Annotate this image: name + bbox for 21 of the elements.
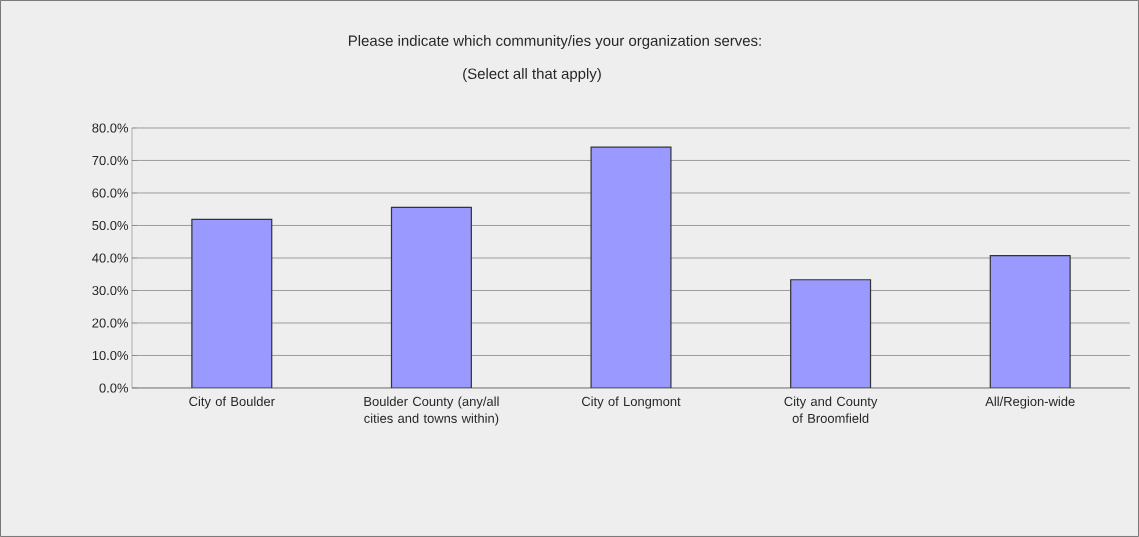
y-tick-label: 20.0% bbox=[92, 318, 129, 328]
y-tick-label: 10.0% bbox=[92, 350, 129, 361]
y-tick-label: 50.0% bbox=[92, 220, 129, 231]
chart-title: Please indicate which community/ies your organization serves: bbox=[348, 35, 761, 49]
chart-subtitle: (Select all that apply) bbox=[463, 68, 601, 82]
y-tick-label: 70.0% bbox=[92, 155, 129, 166]
x-tick-label: All/Region-wide bbox=[985, 396, 1075, 409]
y-tick-label: 0.0% bbox=[99, 383, 129, 393]
bar bbox=[790, 279, 872, 388]
y-tick-label: 30.0% bbox=[92, 285, 129, 296]
y-tick-label: 40.0% bbox=[92, 253, 129, 263]
bar bbox=[191, 218, 273, 388]
x-tick-label: City of Boulder bbox=[189, 396, 275, 409]
x-tick-label: City of Longmont bbox=[581, 396, 681, 409]
bar bbox=[989, 255, 1071, 388]
x-tick-label: Boulder County (any/all cities and towns within) bbox=[364, 396, 499, 426]
x-tick-label: City and County of Broomfield bbox=[784, 396, 878, 423]
bar bbox=[390, 206, 472, 388]
y-tick-label: 60.0% bbox=[92, 188, 129, 198]
y-tick-label: 80.0% bbox=[92, 123, 129, 133]
bar bbox=[590, 146, 672, 388]
